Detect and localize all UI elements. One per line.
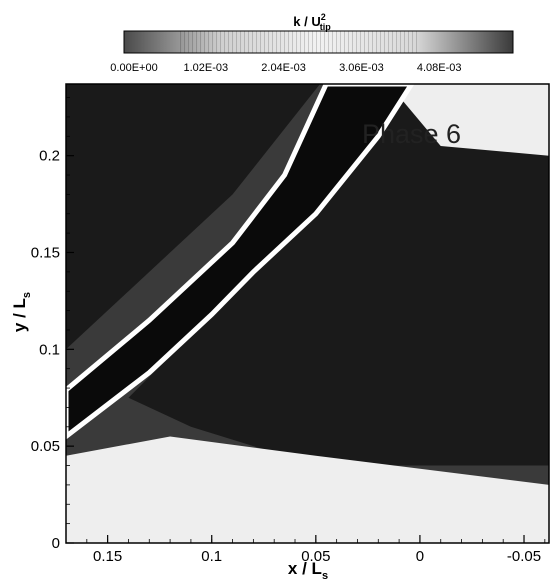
phase-annotation: Phase 6	[362, 119, 461, 149]
colorbar-title: k / U2 tip	[293, 12, 331, 32]
y-axis-title: y / Ls	[10, 292, 33, 332]
contour-region-high	[66, 436, 549, 543]
colorbar-tick-label: 2.04E-03	[261, 62, 306, 74]
colorbar-title-subscript: tip	[320, 22, 331, 32]
colorbar-tick-label: 3.06E-03	[339, 62, 384, 74]
colorbar-tick-label: 1.02E-03	[183, 62, 228, 74]
x-tick-label: 0	[416, 548, 424, 565]
colorbar-tick-labels: 0.00E+00 1.02E-03 2.04E-03 3.06E-03 4.08E-03	[110, 62, 461, 74]
colorbar-tick-label: 4.08E-03	[417, 62, 462, 74]
y-tick-label: 0.15	[31, 244, 60, 261]
colorbar-title-superscript: 2	[321, 12, 326, 22]
x-tick-label: -0.05	[507, 548, 541, 565]
plot-area: 0.15 0.1 0.05 0 -0.05 0 0.05 0.1 0.15 0.2 Phase …	[10, 83, 550, 582]
y-axis-title-base: y / L	[10, 298, 29, 332]
plot-frame	[65, 83, 550, 544]
contour-region-low	[66, 84, 320, 350]
x-tick-label: 0.05	[301, 548, 330, 565]
x-tick-label: 0.1	[201, 548, 222, 565]
contour-region-low	[128, 84, 549, 466]
blade-shadow	[66, 84, 415, 440]
y-tick-label: 0.05	[31, 438, 60, 455]
x-axis-title: x / Ls	[288, 559, 328, 582]
x-tick-label: 0.15	[93, 548, 122, 565]
y-tick-label: 0.1	[39, 341, 60, 358]
colorbar-tick-label: 0.00E+00	[110, 62, 157, 74]
colorbar: k / U2 tip 0.00E+00 1.02E-03 2.04E-03 3.06E-…	[110, 12, 514, 74]
colorbar-bands	[177, 31, 417, 53]
y-tick-label: 0.2	[39, 148, 60, 165]
y-tick-label: 0	[52, 535, 60, 552]
y-axis: 0 0.05 0.1 0.15 0.2	[31, 97, 74, 552]
x-axis: 0.15 0.1 0.05 0 -0.05	[86, 535, 546, 565]
x-axis-title-base: x / L	[288, 559, 322, 578]
colorbar-title-base: k / U	[293, 14, 320, 29]
contour-regions	[66, 84, 549, 543]
y-axis-title-subscript: s	[21, 292, 33, 298]
contour-region-high	[388, 84, 549, 156]
x-axis-title-subscript: s	[322, 570, 328, 582]
